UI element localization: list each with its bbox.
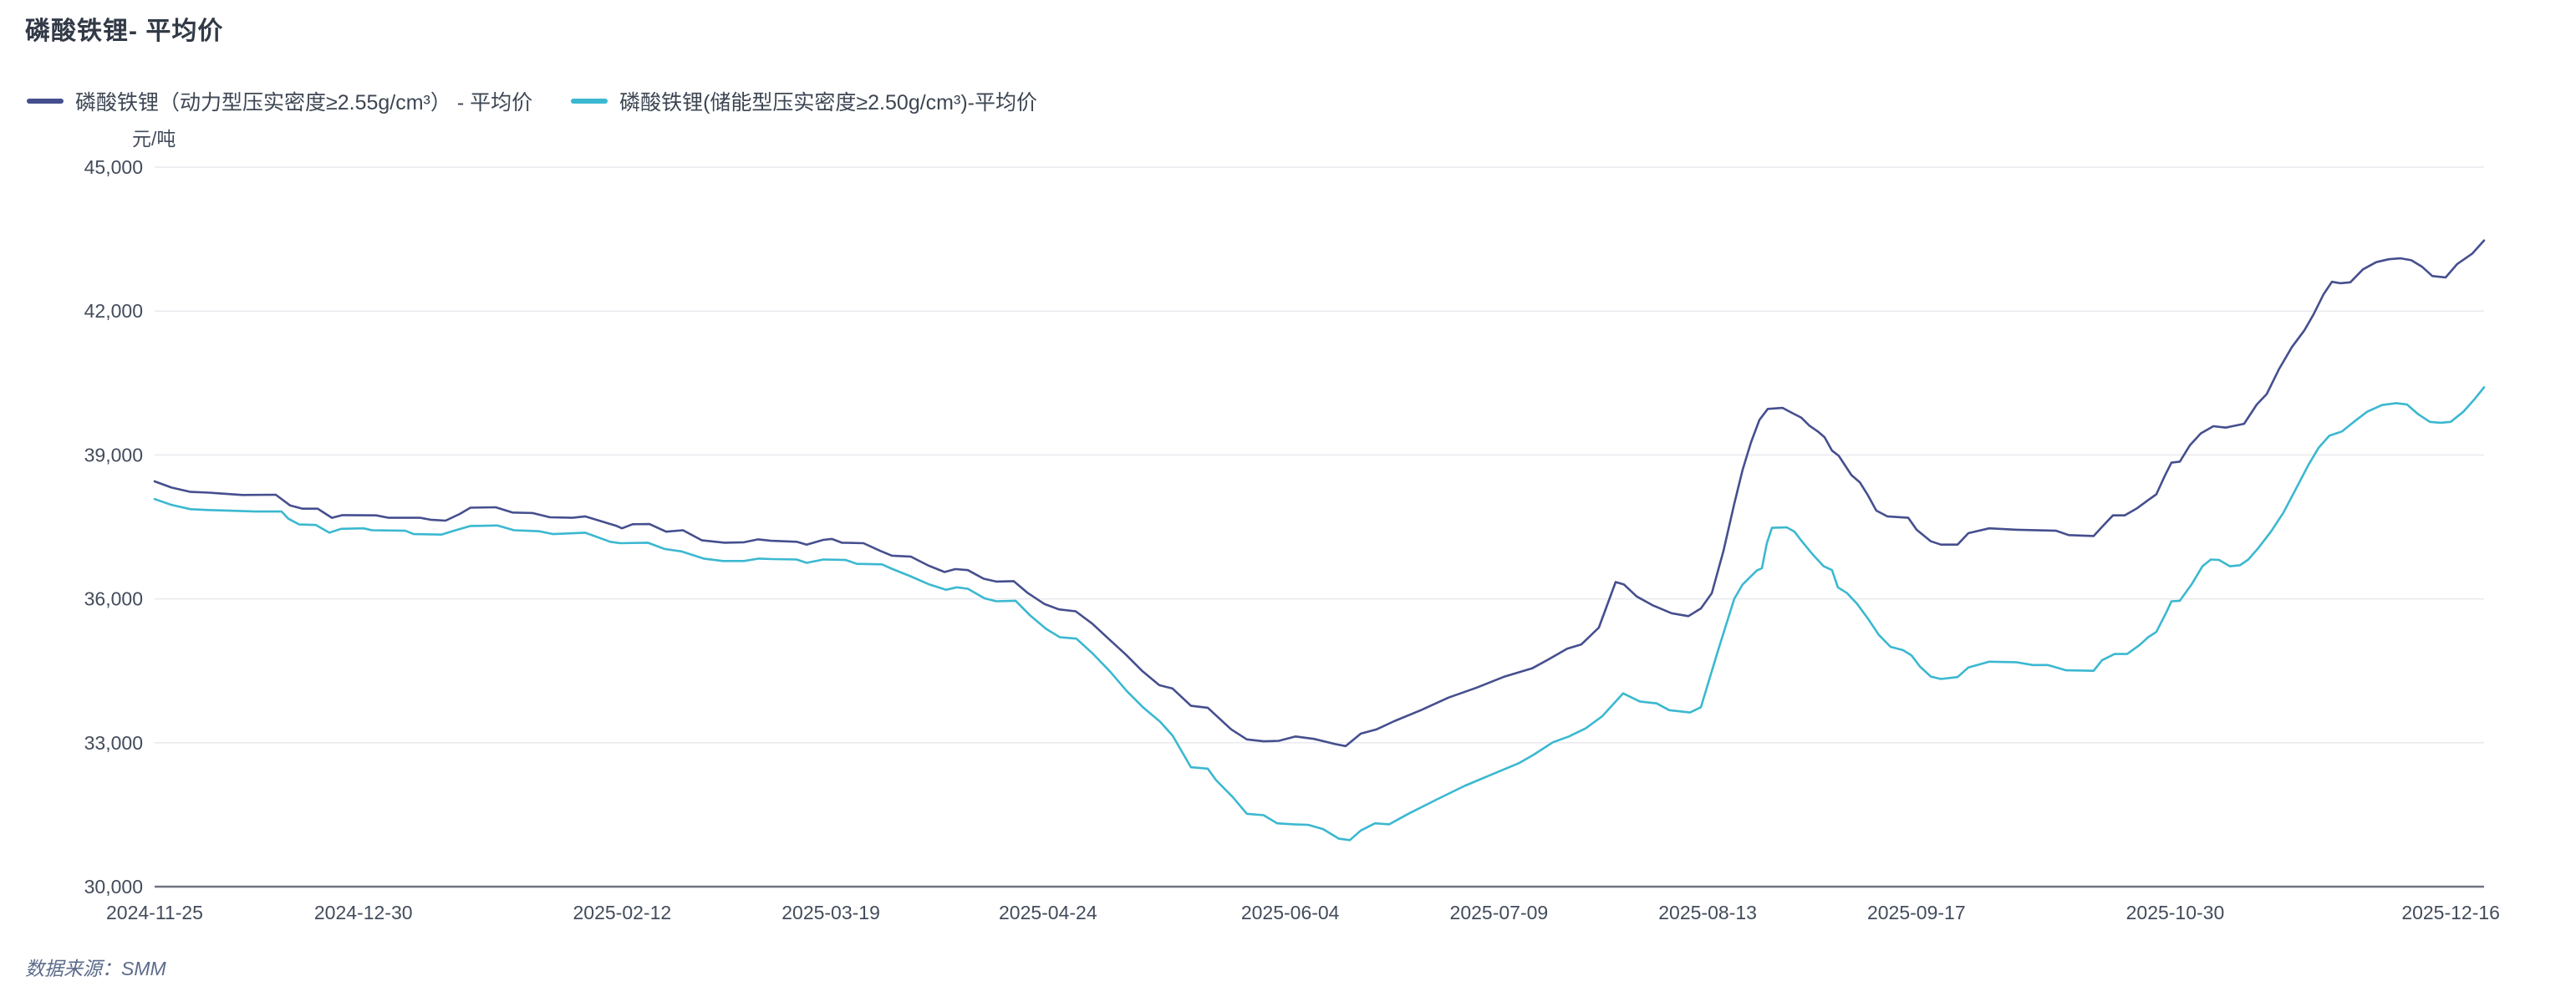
x-tick-label: 2024-11-25 [106, 902, 203, 923]
y-axis-unit-label: 元/吨 [132, 128, 176, 150]
series-line-power[interactable] [153, 239, 2486, 748]
series-line-storage[interactable] [153, 386, 2486, 842]
page-title: 磷酸铁锂- 平均价 [25, 18, 224, 45]
legend-swatch-power-icon [27, 99, 64, 104]
x-tick-label: 2025-04-24 [999, 902, 1097, 923]
x-tick-label: 2025-03-19 [781, 902, 880, 923]
x-tick-label: 2025-06-04 [1241, 902, 1340, 923]
y-tick-label: 39,000 [84, 444, 143, 465]
legend-item-storage-type[interactable]: 磷酸铁锂(储能型压实密度≥2.50g/cm³)-平均价 [571, 86, 1037, 116]
data-source-label: 数据来源：SMM [25, 958, 166, 979]
y-tick-label: 45,000 [84, 156, 143, 178]
legend-swatch-storage-icon [571, 99, 608, 104]
x-tick-label: 2025-10-30 [2126, 902, 2225, 923]
x-tick-label: 2024-12-30 [314, 902, 413, 923]
x-tick-label: 2025-12-16 [2401, 902, 2500, 923]
y-tick-label: 42,000 [84, 300, 143, 322]
y-tick-label: 36,000 [84, 588, 143, 610]
x-tick-label: 2025-08-13 [1658, 902, 1757, 923]
legend-label-power: 磷酸铁锂（动力型压实密度≥2.55g/cm³） - 平均价 [75, 91, 533, 114]
x-tick-label: 2025-02-12 [573, 902, 672, 923]
x-tick-label: 2025-07-09 [1450, 902, 1549, 923]
legend-label-storage: 磷酸铁锂(储能型压实密度≥2.50g/cm³)-平均价 [619, 91, 1037, 114]
y-tick-label: 30,000 [84, 876, 143, 898]
chart-legend: 磷酸铁锂（动力型压实密度≥2.55g/cm³） - 平均价 磷酸铁锂(储能型压实… [27, 86, 1037, 116]
legend-item-power-type[interactable]: 磷酸铁锂（动力型压实密度≥2.55g/cm³） - 平均价 [27, 86, 532, 116]
x-tick-label: 2025-09-17 [1867, 902, 1966, 923]
y-tick-label: 33,000 [84, 732, 143, 754]
